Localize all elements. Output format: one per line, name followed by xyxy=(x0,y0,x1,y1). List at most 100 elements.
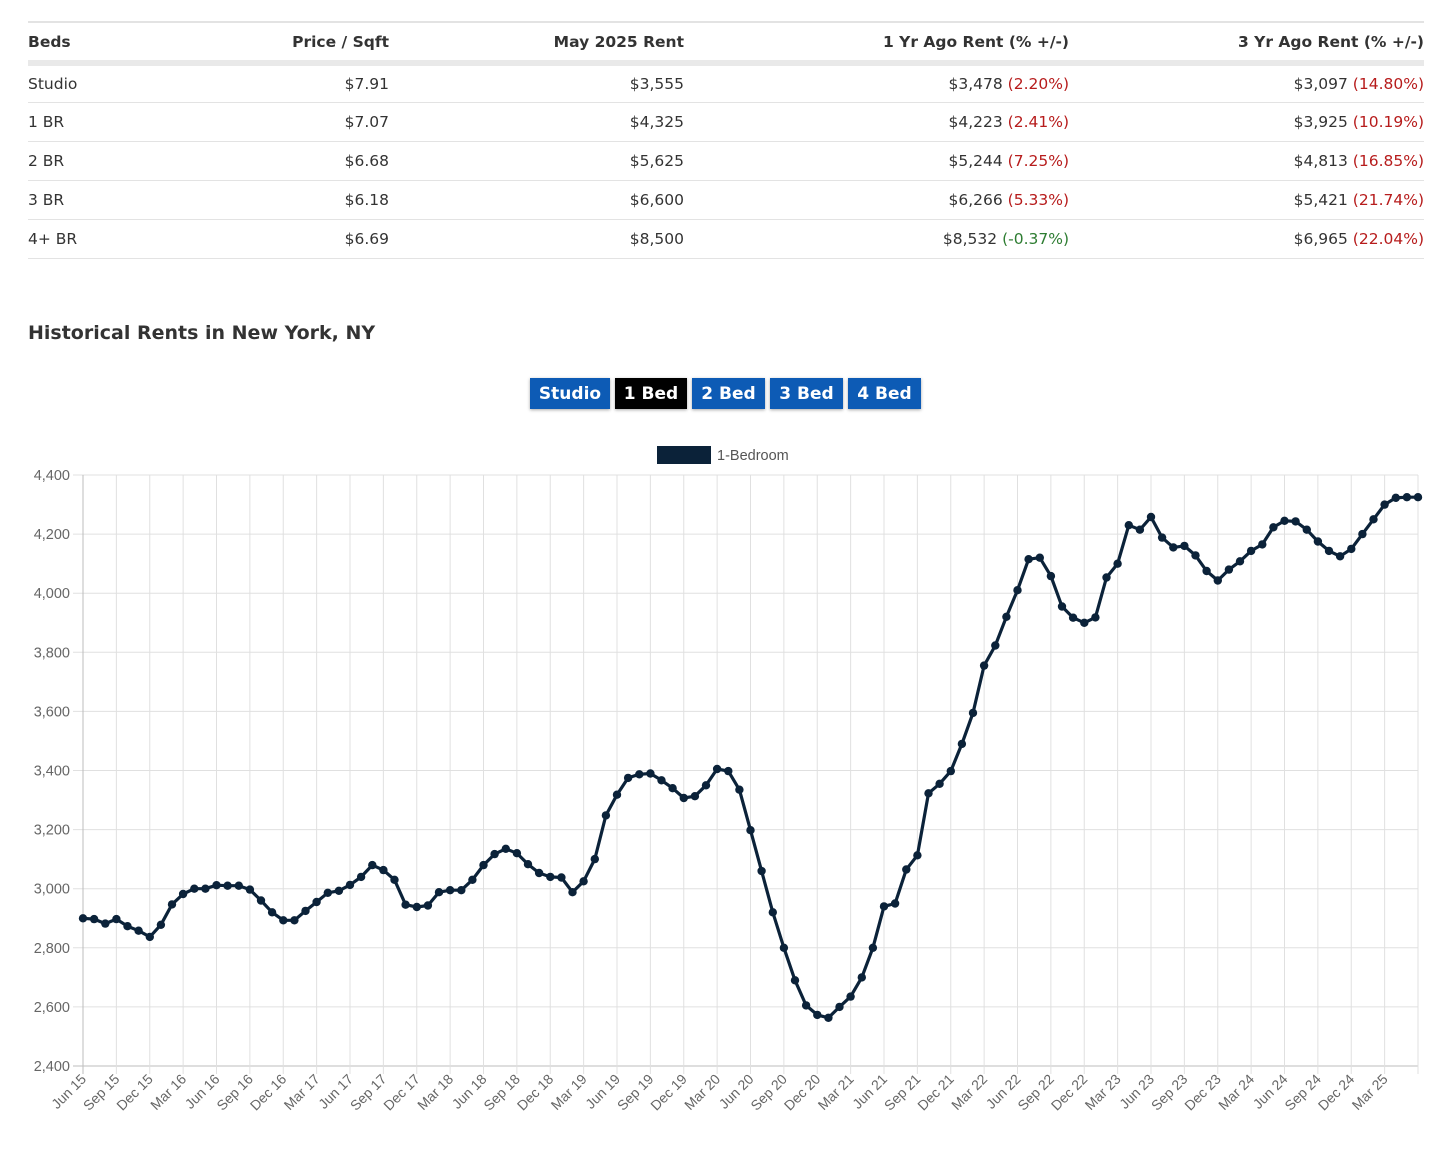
data-point[interactable] xyxy=(490,849,499,859)
data-point[interactable] xyxy=(1013,586,1022,595)
data-point[interactable] xyxy=(690,792,700,801)
data-point[interactable] xyxy=(1313,537,1323,546)
data-point[interactable] xyxy=(1324,546,1334,556)
data-point[interactable] xyxy=(279,916,288,925)
two-bed-button[interactable]: 2 Bed xyxy=(692,378,765,409)
data-point[interactable] xyxy=(1213,576,1223,585)
data-point[interactable] xyxy=(1380,500,1389,509)
data-point[interactable] xyxy=(646,769,655,778)
data-point[interactable] xyxy=(1291,517,1300,526)
data-point[interactable] xyxy=(601,811,611,820)
data-point[interactable] xyxy=(167,900,177,909)
data-point[interactable] xyxy=(724,766,733,776)
data-point[interactable] xyxy=(1124,521,1134,530)
data-point[interactable] xyxy=(256,896,266,905)
data-point[interactable] xyxy=(156,920,166,929)
data-point[interactable] xyxy=(457,886,466,895)
data-point[interactable] xyxy=(1024,555,1033,564)
data-point[interactable] xyxy=(1169,543,1178,552)
data-point[interactable] xyxy=(134,926,143,935)
data-point[interactable] xyxy=(1369,515,1378,524)
data-point[interactable] xyxy=(445,886,455,895)
data-point[interactable] xyxy=(857,973,866,982)
data-point[interactable] xyxy=(145,932,154,942)
header-3yr-ago[interactable]: 3 Yr Ago Rent (% +/-) xyxy=(1069,21,1424,66)
data-point[interactable] xyxy=(612,790,622,799)
data-point[interactable] xyxy=(1202,566,1211,576)
data-point[interactable] xyxy=(924,789,933,798)
data-point[interactable] xyxy=(434,888,444,897)
four-bed-button[interactable]: 4 Bed xyxy=(848,378,921,409)
data-point[interactable] xyxy=(401,900,410,909)
data-point[interactable] xyxy=(768,908,777,917)
data-point[interactable] xyxy=(746,826,755,835)
data-point[interactable] xyxy=(334,886,344,895)
data-point[interactable] xyxy=(356,872,366,882)
data-point[interactable] xyxy=(991,641,1000,650)
data-point[interactable] xyxy=(290,916,299,925)
data-point[interactable] xyxy=(879,902,889,911)
data-point[interactable] xyxy=(468,875,477,884)
data-point[interactable] xyxy=(1135,525,1145,534)
data-point[interactable] xyxy=(902,865,911,874)
data-point[interactable] xyxy=(957,739,967,749)
data-point[interactable] xyxy=(1080,618,1089,627)
data-point[interactable] xyxy=(1358,529,1367,539)
data-point[interactable] xyxy=(979,661,989,670)
data-point[interactable] xyxy=(423,901,433,910)
data-point[interactable] xyxy=(1402,493,1412,502)
data-point[interactable] xyxy=(757,866,766,876)
data-point[interactable] xyxy=(1180,541,1189,551)
data-point[interactable] xyxy=(801,1001,811,1010)
header-beds[interactable]: Beds xyxy=(28,21,148,66)
data-point[interactable] xyxy=(1280,516,1289,525)
data-point[interactable] xyxy=(946,766,955,776)
data-point[interactable] xyxy=(712,764,722,774)
data-point[interactable] xyxy=(1391,493,1401,502)
studio-button[interactable]: Studio xyxy=(530,378,610,409)
data-point[interactable] xyxy=(779,943,789,952)
data-point[interactable] xyxy=(323,888,332,897)
data-point[interactable] xyxy=(1413,493,1423,502)
data-point[interactable] xyxy=(1102,573,1111,582)
data-point[interactable] xyxy=(868,943,878,952)
data-point[interactable] xyxy=(267,908,277,917)
data-point[interactable] xyxy=(123,922,132,931)
data-point[interactable] xyxy=(223,881,232,890)
header-current-rent[interactable]: May 2025 Rent xyxy=(389,21,684,66)
data-point[interactable] xyxy=(968,708,978,718)
data-point[interactable] xyxy=(579,877,588,886)
data-point[interactable] xyxy=(813,1010,822,1020)
data-point[interactable] xyxy=(890,899,900,908)
data-point[interactable] xyxy=(234,881,243,890)
data-point[interactable] xyxy=(557,873,566,882)
data-point[interactable] xyxy=(590,854,599,864)
data-point[interactable] xyxy=(501,844,510,853)
data-point[interactable] xyxy=(1269,523,1278,532)
data-point[interactable] xyxy=(479,860,488,870)
data-point[interactable] xyxy=(1091,613,1100,622)
data-point[interactable] xyxy=(1035,553,1045,562)
data-point[interactable] xyxy=(824,1013,833,1022)
data-point[interactable] xyxy=(568,888,577,897)
data-point[interactable] xyxy=(245,885,255,894)
data-point[interactable] xyxy=(790,976,800,985)
data-point[interactable] xyxy=(1224,565,1234,574)
data-point[interactable] xyxy=(201,884,210,893)
data-point[interactable] xyxy=(635,770,644,779)
data-point[interactable] xyxy=(534,868,544,878)
header-price-sqft[interactable]: Price / Sqft xyxy=(148,21,389,66)
data-point[interactable] xyxy=(1335,552,1345,561)
data-point[interactable] xyxy=(1068,613,1078,622)
data-point[interactable] xyxy=(657,776,666,785)
data-point[interactable] xyxy=(512,849,522,858)
data-point[interactable] xyxy=(1302,525,1312,534)
data-point[interactable] xyxy=(523,860,533,869)
data-point[interactable] xyxy=(913,851,922,860)
data-point[interactable] xyxy=(312,897,321,907)
data-point[interactable] xyxy=(1157,533,1167,542)
data-point[interactable] xyxy=(390,875,399,884)
data-point[interactable] xyxy=(546,872,555,882)
data-point[interactable] xyxy=(190,884,199,893)
one-bed-button[interactable]: 1 Bed xyxy=(615,378,687,409)
